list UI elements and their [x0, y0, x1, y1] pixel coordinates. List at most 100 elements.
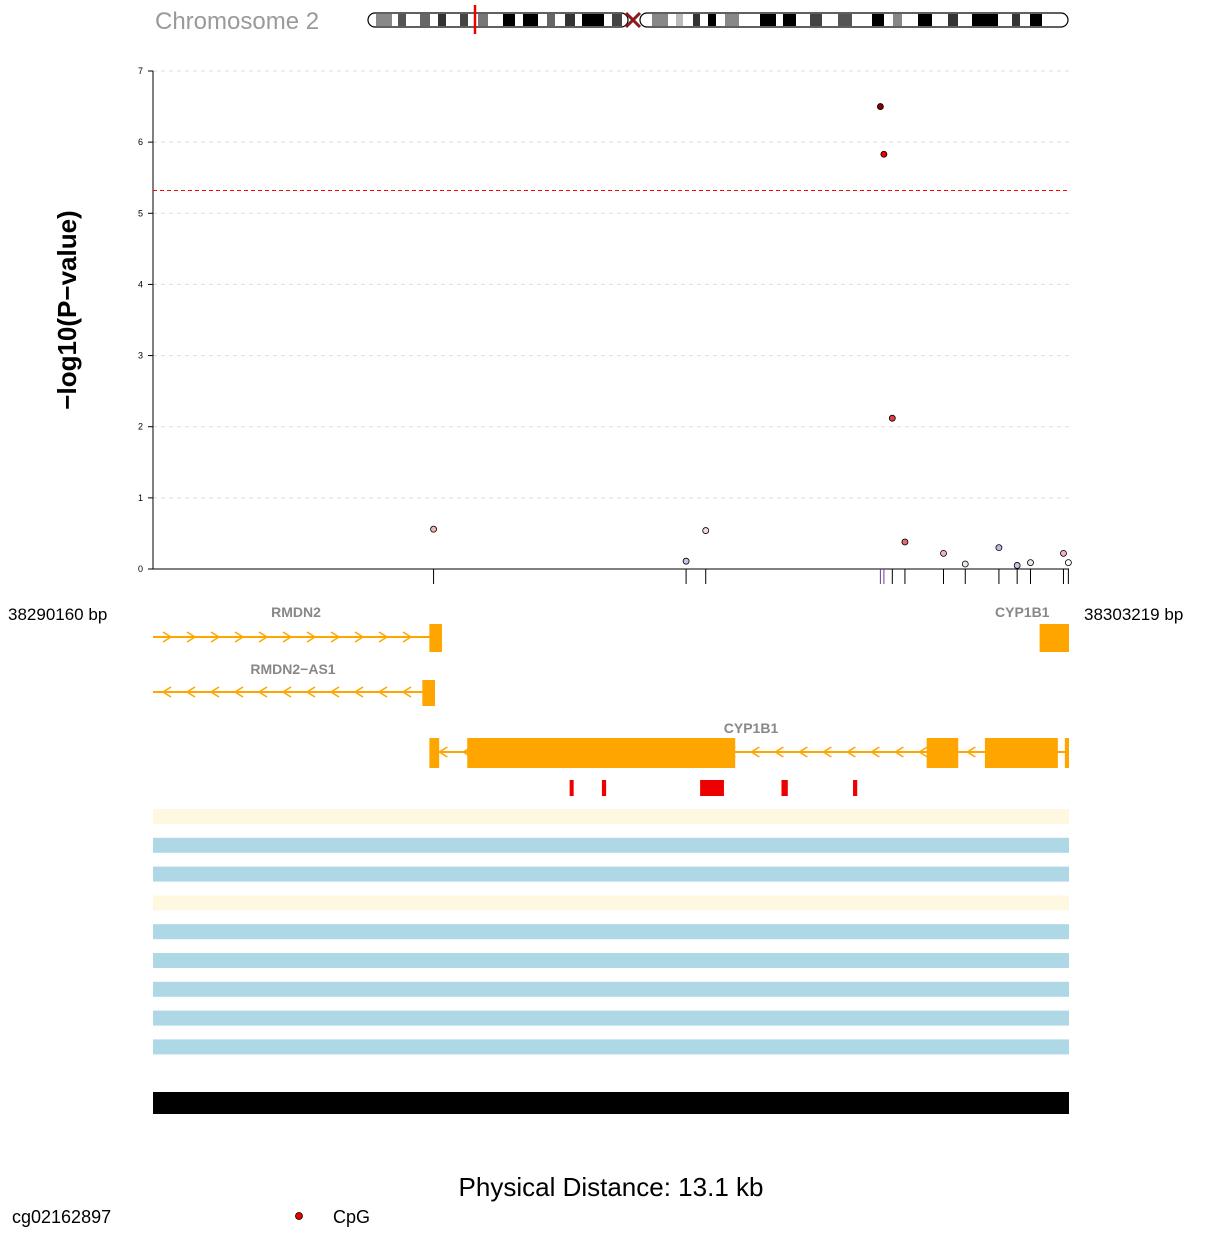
cpg-site-marks: [569, 780, 858, 796]
y-axis-ticks: 0 1 2 3 4 5 6 7: [138, 66, 153, 574]
gene-strand-arrow: [378, 631, 389, 643]
data-point: [702, 527, 710, 534]
gene-strand-arrow: [233, 686, 244, 698]
ideogram-band: [612, 14, 622, 26]
ideogram-band: [760, 14, 776, 26]
annotation-track: [153, 895, 1069, 911]
gene-strand-arrow: [305, 686, 316, 698]
gene-strand-arrow: [377, 686, 388, 698]
gene-label-right: CYP1B1: [995, 604, 1050, 620]
gene-strand-arrow: [282, 631, 293, 643]
ideogram-band: [872, 14, 884, 26]
gene-strand-arrow: [186, 631, 197, 643]
data-points: [430, 103, 1072, 569]
gene-strand-arrow: [162, 631, 173, 643]
gene-exon: [984, 738, 1058, 768]
ideogram-band: [810, 14, 822, 26]
cpg-mark: [853, 780, 858, 796]
gene-strand-arrow: [402, 631, 413, 643]
data-point: [995, 544, 1003, 552]
ideogram-band: [1012, 14, 1020, 26]
ideogram-band: [523, 14, 538, 26]
gene-exon: [429, 624, 442, 652]
gene-track: RMDN2 RMDN2−AS1 CYP1B1 CYP1B1: [153, 604, 1069, 768]
data-point: [901, 538, 909, 546]
annotation-track: [153, 953, 1069, 968]
gene-strand-arrow: [185, 686, 196, 698]
gene-strand-arrow: [401, 686, 412, 698]
gene-exon: [467, 738, 736, 768]
ideogram-band: [893, 14, 902, 26]
chromosome-ideogram: [367, 5, 1069, 34]
ideogram-band: [972, 14, 998, 26]
legend-cpg-label: CpG: [333, 1207, 370, 1227]
gene-strand-arrow: [257, 686, 268, 698]
gene-strand-arrow: [773, 746, 784, 758]
gene-strand-arrow: [210, 631, 221, 643]
annotation-track: [153, 981, 1069, 997]
plot-grid: [153, 70, 1069, 499]
data-point: [1027, 559, 1034, 566]
distance-label: Physical Distance: 13.1 kb: [459, 1172, 764, 1202]
end-position-label: 38303219 bp: [1084, 605, 1183, 624]
annotation-track: [153, 1010, 1069, 1026]
gene-strand-arrow: [161, 686, 172, 698]
data-point: [430, 525, 437, 533]
data-point: [1060, 549, 1067, 557]
ideogram-band: [420, 14, 430, 26]
data-point: [940, 549, 947, 557]
y-tick-label: 7: [138, 66, 143, 76]
annotation-track: [153, 809, 1069, 824]
ideogram-band: [783, 14, 796, 26]
ideogram-q-arm: [639, 12, 1069, 28]
ideogram-band: [693, 14, 700, 26]
ideogram-band: [438, 14, 446, 26]
y-axis-label: −log10(P−value): [52, 210, 82, 409]
y-tick-label: 3: [138, 351, 143, 361]
cpg-mark: [601, 780, 607, 796]
y-tick-label: 0: [138, 564, 143, 574]
gene-exon: [422, 680, 435, 706]
ideogram-band: [503, 14, 515, 26]
ideogram-band: [948, 14, 958, 26]
annotation-tracks: [153, 809, 1069, 1055]
cpg-mark: [569, 780, 574, 796]
chromosome-label: Chromosome 2: [155, 8, 319, 35]
gene-strand-arrow: [797, 746, 808, 758]
ideogram-p-arm: [367, 12, 629, 28]
ideogram-band: [1030, 14, 1042, 26]
gene-strand-arrow: [749, 746, 760, 758]
annotation-track: [153, 924, 1069, 940]
gene-strand-arrow: [281, 686, 292, 698]
gene-label: RMDN2: [271, 604, 321, 620]
legend-cpg-marker: [295, 1212, 303, 1220]
gene-strand-arrow: [917, 746, 928, 758]
data-point: [961, 560, 969, 568]
cpg-mark: [700, 780, 724, 796]
ideogram-band: [725, 14, 739, 26]
gene-strand-arrow: [353, 686, 364, 698]
start-position-label: 38290160 bp: [8, 605, 107, 624]
data-point: [880, 150, 888, 158]
ideogram-centromere: [624, 11, 642, 29]
gene-strand-arrow: [329, 686, 340, 698]
ideogram-band: [376, 14, 392, 26]
data-point: [888, 414, 896, 422]
ideogram-band: [708, 14, 716, 26]
ideogram-band: [582, 14, 604, 26]
legend-probe-label: cg02162897: [12, 1207, 111, 1227]
gene-strand-arrow: [869, 746, 880, 758]
gene-strand-arrow: [437, 746, 448, 758]
gene-strand-arrow: [354, 631, 365, 643]
gene-strand-arrow: [845, 746, 856, 758]
data-point: [682, 557, 690, 565]
gene-strand-arrow: [893, 746, 904, 758]
ideogram-band: [547, 14, 555, 26]
gene-strand-arrow: [965, 746, 976, 758]
gene-exon: [926, 738, 959, 768]
annotation-track: [153, 1039, 1069, 1055]
ideogram-band: [565, 14, 575, 26]
y-tick-label: 5: [138, 208, 143, 218]
gene-label: CYP1B1: [724, 720, 779, 736]
